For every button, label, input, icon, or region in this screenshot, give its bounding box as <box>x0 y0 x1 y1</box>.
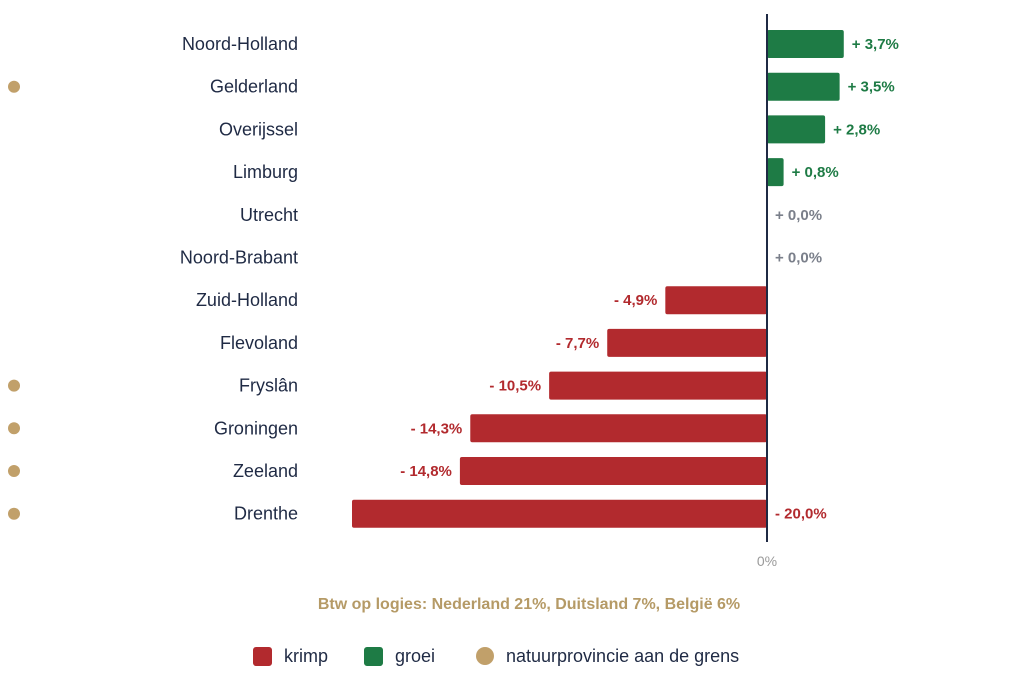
bar <box>767 115 826 144</box>
legend-swatch-0 <box>253 647 272 666</box>
bar <box>549 371 767 400</box>
bars <box>352 30 844 528</box>
bar <box>665 286 767 315</box>
bar <box>470 414 767 443</box>
vat-note: Btw op logies: Nederland 21%, Duitsland … <box>318 596 740 613</box>
category-label: Noord-Holland <box>182 34 298 54</box>
nature-province-dot <box>8 379 20 392</box>
nature-province-dot <box>8 80 20 93</box>
category-label: Groningen <box>214 418 298 438</box>
legend: krimp groei natuurprovincie aan de grens <box>253 646 739 666</box>
value-label: + 2,8% <box>833 121 880 138</box>
value-label: - 10,5% <box>489 378 541 395</box>
bar <box>767 158 784 187</box>
category-label: Drenthe <box>234 504 298 524</box>
bar <box>352 499 767 528</box>
legend-label-2: natuurprovincie aan de grens <box>506 646 739 666</box>
bar <box>607 328 767 357</box>
category-label: Overijssel <box>219 119 298 139</box>
legend-swatch-1 <box>364 647 383 666</box>
category-label: Utrecht <box>240 205 298 225</box>
category-label: Zeeland <box>233 461 298 481</box>
nature-province-dot <box>8 465 20 477</box>
nature-province-dot <box>8 507 20 520</box>
legend-swatch-2 <box>476 647 494 665</box>
value-label: - 20,0% <box>775 506 827 523</box>
category-label: Limburg <box>233 162 298 182</box>
legend-label-0: krimp <box>284 646 328 666</box>
value-label: + 0,0% <box>775 207 822 224</box>
bar <box>459 457 767 485</box>
nature-province-dot <box>8 422 20 435</box>
category-label: Gelderland <box>210 77 298 97</box>
legend-label-1: groei <box>395 646 435 666</box>
value-label: - 7,7% <box>556 335 599 352</box>
value-label: + 0,0% <box>775 250 822 267</box>
value-labels: + 3,7% + 3,5% + 2,8% + 0,8% + 0,0% + 0,0% - 4,… <box>400 36 899 523</box>
value-label: - 14,3% <box>411 420 463 437</box>
nature-dots <box>8 80 20 520</box>
value-label: + 3,5% <box>848 79 895 96</box>
category-label: Fryslân <box>239 376 298 396</box>
category-label: Zuid-Holland <box>196 290 298 310</box>
bar <box>767 72 840 101</box>
value-label: - 4,9% <box>614 292 657 309</box>
x-tick-label: 0% <box>757 553 777 569</box>
bar <box>767 30 844 58</box>
category-labels: Noord-Holland Gelderland Overijssel Limburg… <box>180 34 298 524</box>
value-label: + 0,8% <box>792 164 839 181</box>
category-label: Flevoland <box>220 333 298 353</box>
category-label: Noord-Brabant <box>180 248 298 268</box>
value-label: - 14,8% <box>400 463 452 480</box>
value-label: + 3,7% <box>852 36 899 53</box>
